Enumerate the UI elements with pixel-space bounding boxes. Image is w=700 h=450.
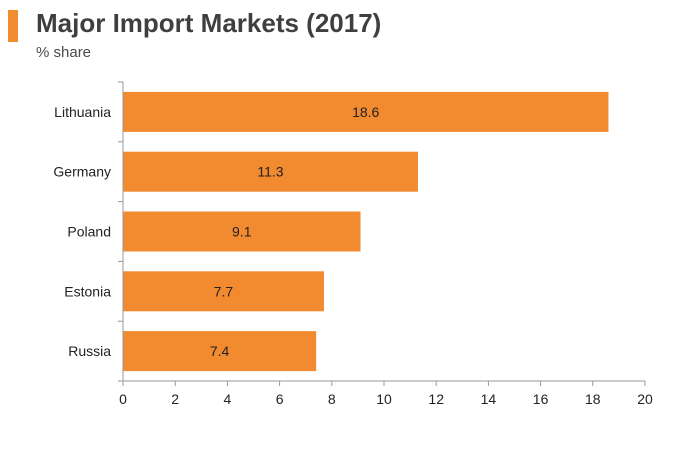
- bar-poland: [123, 211, 361, 252]
- bar-germany: [123, 151, 418, 192]
- value-label-germany: 11.3: [257, 164, 283, 180]
- title-accent-bar: [8, 10, 18, 42]
- x-tick-label-14: 14: [481, 391, 497, 407]
- x-tick-label-0: 0: [119, 391, 127, 407]
- x-tick-label-12: 12: [428, 391, 444, 407]
- x-tick-label-4: 4: [224, 391, 232, 407]
- x-tick-label-2: 2: [171, 391, 179, 407]
- bar-russia: [123, 331, 317, 372]
- x-tick-label-6: 6: [276, 391, 284, 407]
- value-label-lithuania: 18.6: [352, 104, 379, 120]
- bar-lithuania: [123, 91, 609, 132]
- x-tick-label-18: 18: [585, 391, 601, 407]
- value-label-russia: 7.4: [210, 343, 230, 359]
- category-label-lithuania: Lithuania: [54, 104, 111, 120]
- category-label-russia: Russia: [68, 343, 111, 359]
- category-label-poland: Poland: [67, 224, 111, 240]
- category-label-germany: Germany: [53, 164, 111, 180]
- value-label-poland: 9.1: [232, 224, 252, 240]
- page-title: Major Import Markets (2017): [36, 8, 382, 38]
- value-label-estonia: 7.7: [214, 283, 234, 299]
- x-tick-label-16: 16: [533, 391, 549, 407]
- page-subtitle: % share: [36, 44, 92, 61]
- x-tick-label-8: 8: [328, 391, 336, 407]
- bar-estonia: [123, 271, 324, 312]
- x-tick-label-10: 10: [376, 391, 392, 407]
- x-tick-label-20: 20: [637, 391, 653, 407]
- category-label-estonia: Estonia: [64, 283, 111, 299]
